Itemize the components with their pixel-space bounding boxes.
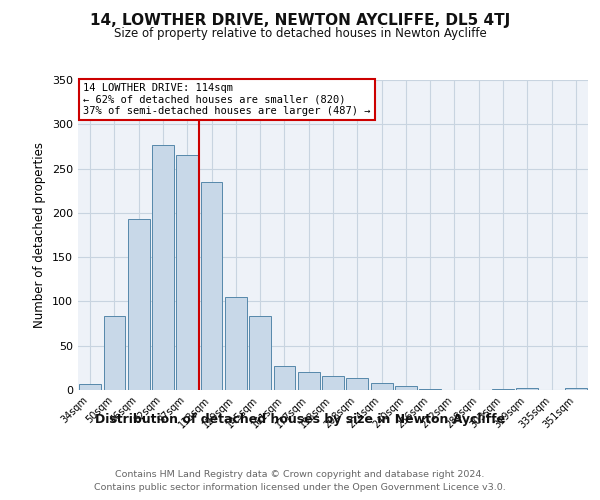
Y-axis label: Number of detached properties: Number of detached properties xyxy=(34,142,46,328)
Bar xyxy=(346,378,368,390)
Bar xyxy=(79,384,101,390)
Bar xyxy=(298,372,320,390)
Bar xyxy=(249,316,271,390)
Bar xyxy=(492,389,514,390)
Bar xyxy=(176,156,198,390)
Text: 14, LOWTHER DRIVE, NEWTON AYCLIFFE, DL5 4TJ: 14, LOWTHER DRIVE, NEWTON AYCLIFFE, DL5 … xyxy=(90,12,510,28)
Text: 14 LOWTHER DRIVE: 114sqm
← 62% of detached houses are smaller (820)
37% of semi-: 14 LOWTHER DRIVE: 114sqm ← 62% of detach… xyxy=(83,83,371,116)
Bar xyxy=(517,388,538,390)
Bar xyxy=(371,383,392,390)
Bar xyxy=(274,366,295,390)
Text: Contains HM Land Registry data © Crown copyright and database right 2024.: Contains HM Land Registry data © Crown c… xyxy=(115,470,485,479)
Bar xyxy=(152,144,174,390)
Bar xyxy=(225,297,247,390)
Bar xyxy=(419,389,441,390)
Bar xyxy=(200,182,223,390)
Text: Distribution of detached houses by size in Newton Aycliffe: Distribution of detached houses by size … xyxy=(95,412,505,426)
Bar xyxy=(322,376,344,390)
Bar xyxy=(395,386,417,390)
Text: Contains public sector information licensed under the Open Government Licence v3: Contains public sector information licen… xyxy=(94,482,506,492)
Bar xyxy=(128,219,149,390)
Text: Size of property relative to detached houses in Newton Aycliffe: Size of property relative to detached ho… xyxy=(113,28,487,40)
Bar xyxy=(104,316,125,390)
Bar xyxy=(565,388,587,390)
